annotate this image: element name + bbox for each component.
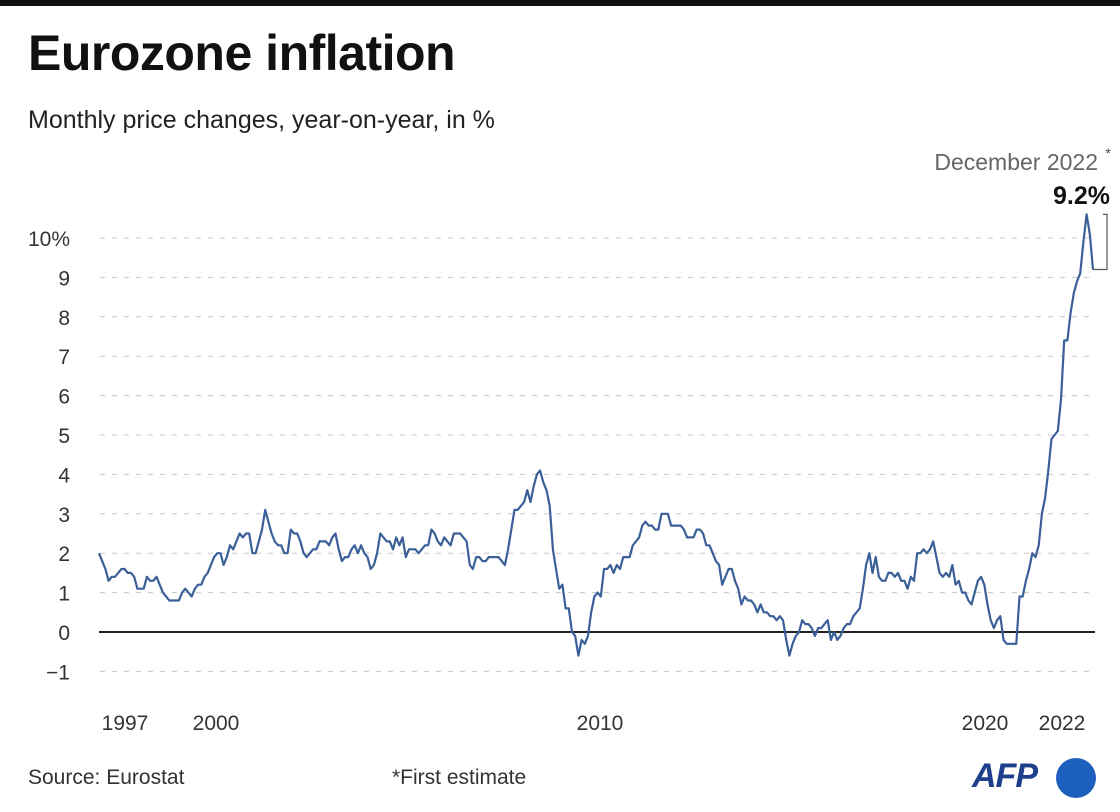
annotation-date: December 2022 bbox=[934, 149, 1098, 175]
y-tick-label: 4 bbox=[58, 464, 70, 487]
y-tick-label: 3 bbox=[58, 504, 70, 527]
chart-subtitle: Monthly price changes, year-on-year, in … bbox=[28, 106, 495, 134]
y-tick-label: 5 bbox=[58, 425, 70, 448]
annotation-bracket bbox=[1093, 213, 1108, 271]
annotation-value: 9.2% bbox=[1053, 182, 1110, 210]
inflation-series-line bbox=[97, 213, 1095, 657]
chart-title: Eurozone inflation bbox=[28, 25, 456, 81]
y-tick-label: 6 bbox=[58, 386, 70, 409]
y-tick-label: −1 bbox=[46, 661, 70, 684]
y-tick-label: 8 bbox=[58, 307, 70, 330]
afp-logo: AFP bbox=[972, 757, 1038, 795]
y-tick-label: 1 bbox=[58, 583, 70, 606]
x-tick-label: 2000 bbox=[193, 712, 240, 735]
x-tick-label: 2020 bbox=[962, 712, 1009, 735]
y-tick-label: 10% bbox=[28, 228, 70, 251]
top-rule bbox=[0, 0, 1120, 6]
annotation-asterisk: * bbox=[1106, 145, 1112, 161]
y-tick-label: 2 bbox=[58, 543, 70, 566]
estimate-note: *First estimate bbox=[392, 766, 527, 789]
afp-logo-dot bbox=[1056, 758, 1096, 798]
x-tick-label: 2022 bbox=[1039, 712, 1086, 735]
source-note: Source: Eurostat bbox=[28, 766, 185, 789]
x-tick-label: 2010 bbox=[577, 712, 624, 735]
y-tick-label: 7 bbox=[58, 346, 70, 369]
x-tick-label: 1997 bbox=[102, 712, 149, 735]
y-tick-label: 0 bbox=[58, 622, 70, 645]
y-tick-label: 9 bbox=[58, 267, 70, 290]
